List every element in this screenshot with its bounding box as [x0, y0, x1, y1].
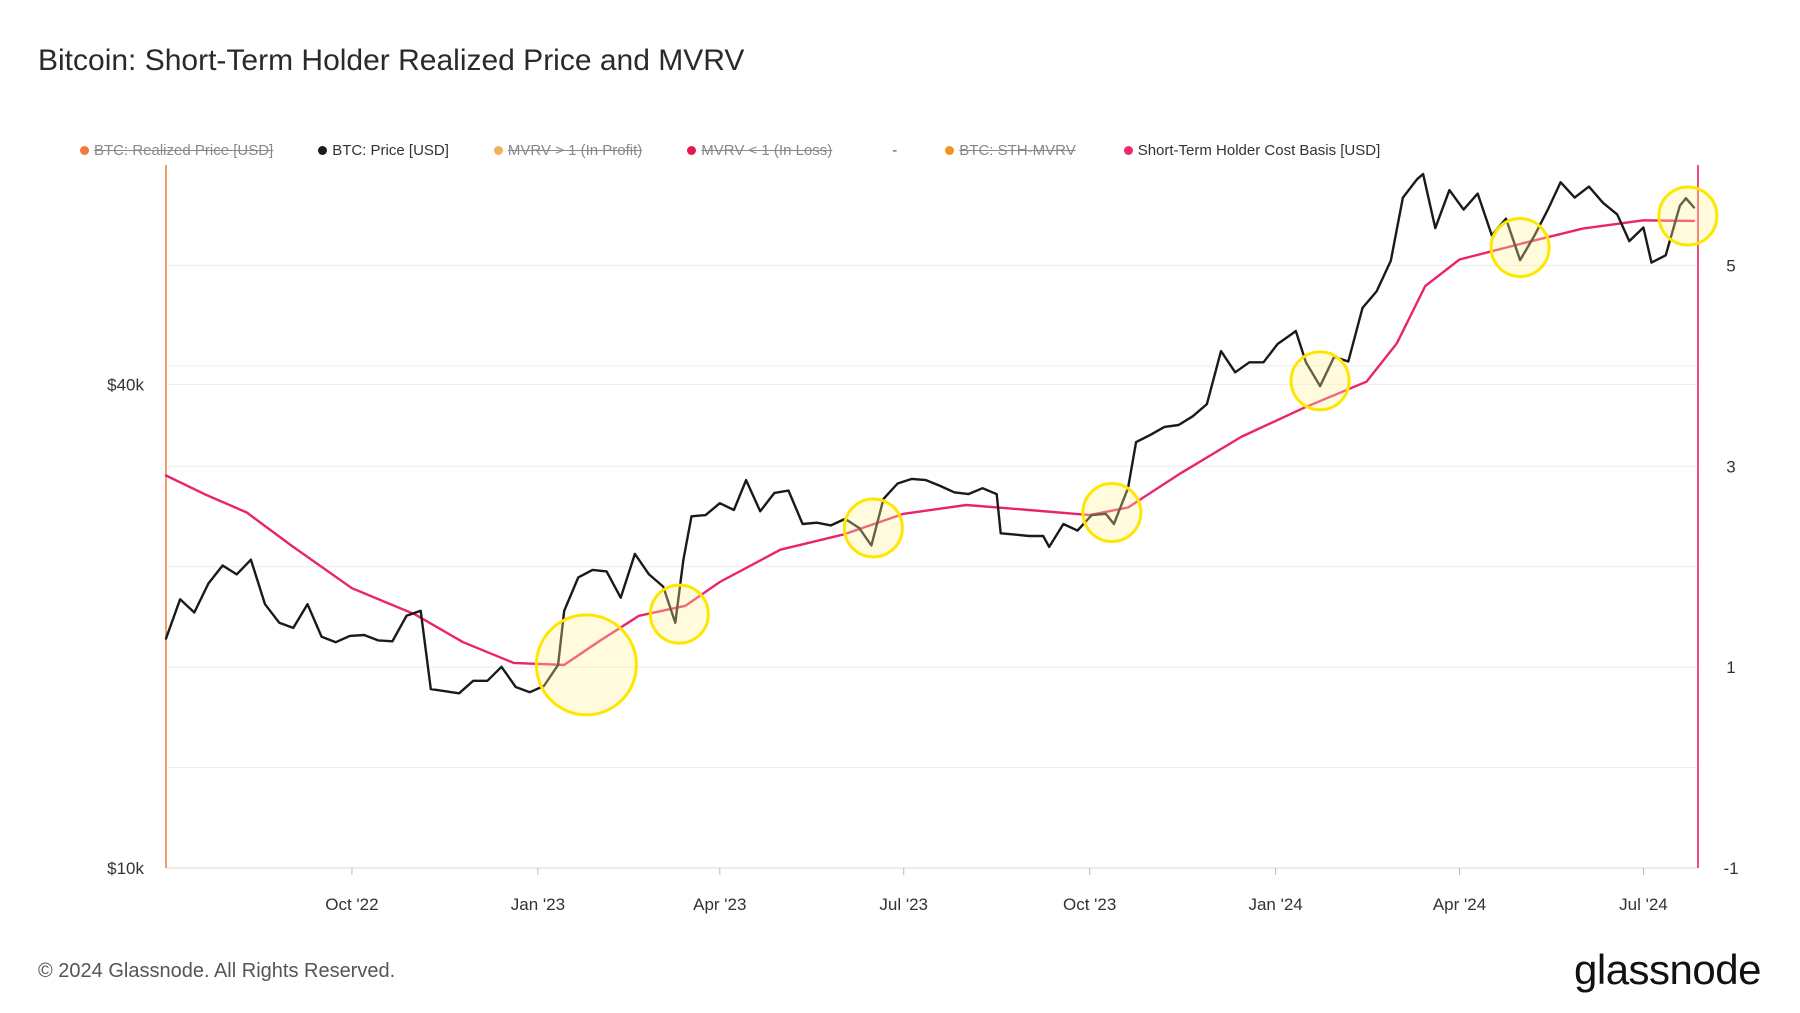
legend-label: BTC: STH-MVRV — [959, 141, 1076, 159]
highlight-circle — [534, 613, 638, 717]
x-tick-label: Apr '24 — [1433, 895, 1486, 914]
legend-dot-icon — [945, 145, 955, 155]
highlight-circle — [1081, 482, 1143, 544]
legend-label: MVRV < 1 (In Loss) — [701, 141, 833, 159]
chart-title: Bitcoin: Short-Term Holder Realized Pric… — [38, 44, 745, 77]
copyright-text: © 2024 Glassnode. All Rights Reserved. — [38, 960, 396, 982]
left-tick-label: $40k — [107, 375, 144, 394]
right-tick-label: 5 — [1726, 256, 1735, 275]
legend-item[interactable]: MVRV > 1 (In Profit) — [493, 141, 643, 159]
legend-item[interactable]: BTC: Price [USD] — [318, 142, 449, 159]
glassnode-logo: glassnode — [1574, 946, 1761, 993]
legend-dot-icon — [318, 145, 328, 155]
legend-item[interactable]: BTC: STH-MVRV — [945, 141, 1076, 159]
legend-dot-icon — [687, 145, 697, 155]
x-tick-label: Jan '23 — [511, 895, 565, 914]
x-tick-label: Oct '23 — [1063, 895, 1116, 914]
legend-item[interactable]: MVRV < 1 (In Loss) — [687, 142, 832, 159]
highlight-circle — [1289, 350, 1351, 412]
legend-label: BTC: Realized Price [USD] — [94, 141, 274, 159]
right-tick-label: 3 — [1726, 457, 1735, 476]
btc-price-line — [164, 172, 1696, 695]
left-tick-label: $10k — [107, 859, 144, 878]
x-tick-label: Oct '22 — [325, 895, 378, 914]
legend-dot-icon — [1123, 145, 1133, 155]
legend-dot-icon — [493, 145, 503, 155]
sth-cost-basis-line — [164, 219, 1696, 667]
highlight-circle — [1657, 185, 1719, 247]
highlight-circle — [842, 497, 904, 559]
legend-label: Short-Term Holder Cost Basis [USD] — [1137, 141, 1381, 159]
chart-legend: BTC: Realized Price [USD] BTC: Price [USD… — [80, 139, 1380, 161]
legend-label: BTC: Price [USD] — [332, 141, 449, 159]
right-tick-label: -1 — [1723, 859, 1738, 878]
highlight-circle — [648, 583, 710, 645]
legend-label: MVRV > 1 (In Profit) — [507, 141, 643, 159]
highlight-circle — [1489, 217, 1551, 279]
x-tick-label: Jul '24 — [1619, 895, 1668, 914]
legend-dot-icon — [80, 145, 89, 155]
legend-item[interactable]: Short-Term Holder Cost Basis [USD] — [1123, 141, 1381, 159]
legend-separator: - — [892, 141, 898, 159]
x-tick-label: Jan '24 — [1248, 895, 1302, 914]
legend-item[interactable]: BTC: Realized Price [USD] — [80, 142, 273, 159]
x-tick-label: Apr '23 — [693, 895, 746, 914]
right-tick-label: 1 — [1726, 658, 1735, 677]
x-tick-label: Jul '23 — [879, 895, 928, 914]
